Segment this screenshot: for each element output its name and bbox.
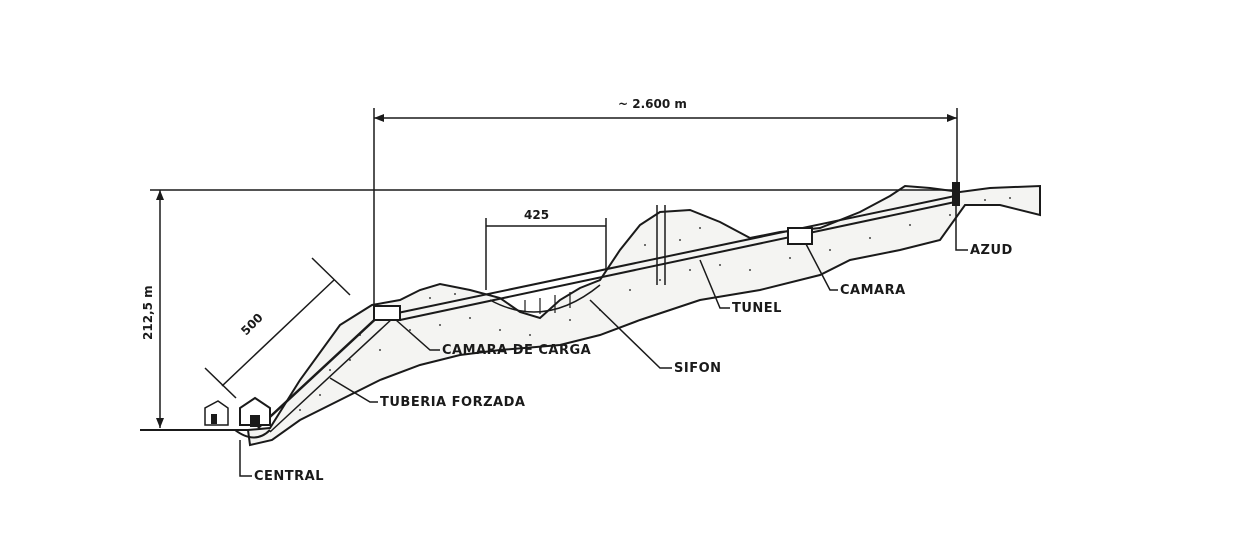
sifon-leader xyxy=(589,299,672,369)
canal-tunnel-lower xyxy=(399,201,956,321)
penstock-dim-ext-bottom xyxy=(204,367,237,399)
camara-de-carga-leader xyxy=(395,319,440,351)
siphon-supports xyxy=(524,292,571,314)
siphon-pipe xyxy=(489,284,601,313)
tunel-leader xyxy=(699,259,730,309)
camara-box xyxy=(787,227,813,245)
canal-tunnel xyxy=(387,195,956,316)
sifon-label: SIFON xyxy=(674,361,722,376)
azud-structure xyxy=(952,182,960,206)
tunel-label: TUNEL xyxy=(732,301,782,316)
penstock-pipe-inner xyxy=(269,317,394,433)
length-arrow-left xyxy=(374,114,384,122)
penstock-dim-ext-top xyxy=(311,257,351,296)
height-arrow-bottom xyxy=(156,418,164,428)
central-building-icon xyxy=(204,396,271,439)
penstock-dim-line xyxy=(221,279,335,387)
camara-leader xyxy=(805,243,838,291)
length-dim-label: ~ 2.600 m xyxy=(618,97,687,111)
height-dim-label: 212,5 m xyxy=(141,285,155,340)
penstock-dim-label: 500 xyxy=(238,310,266,338)
tuberia-forzada-leader xyxy=(329,377,378,403)
height-arrow-top xyxy=(156,190,164,200)
siphon-dim-label: 425 xyxy=(524,208,549,222)
terrain-stipple xyxy=(299,197,1011,411)
camara-de-carga-label: CAMARA DE CARGA xyxy=(442,343,591,358)
central-leader xyxy=(239,440,252,477)
central-label: CENTRAL xyxy=(254,469,324,484)
tuberia-forzada-label: TUBERIA FORZADA xyxy=(380,395,525,410)
penstock-pipe xyxy=(257,311,384,429)
azud-leader xyxy=(955,206,968,251)
camara-label: CAMARA xyxy=(840,283,906,298)
length-arrow-right xyxy=(947,114,957,122)
azud-label: AZUD xyxy=(970,243,1013,258)
camara-de-carga-box xyxy=(373,305,401,321)
terrain-profile xyxy=(246,184,1041,447)
